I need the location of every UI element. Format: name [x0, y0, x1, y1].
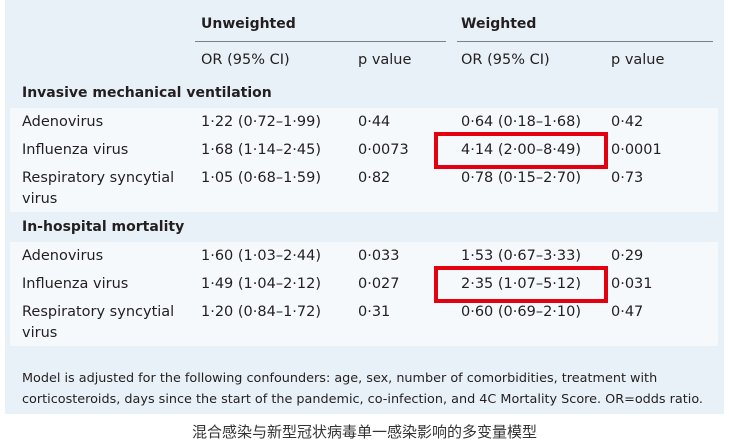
- cell-unweighted-p: 0·44: [358, 114, 391, 130]
- row-label: Respiratory syncytial virus: [22, 304, 175, 341]
- results-table: Unweighted Weighted OR (95% CI) p value …: [5, 0, 724, 414]
- cell-unweighted-p: 0·0073: [358, 142, 409, 158]
- unweighted-rule: [195, 41, 446, 42]
- section-body-ventilation: [10, 108, 718, 212]
- cell-weighted-p: 0·29: [611, 248, 644, 264]
- col-header-weighted-or: OR (95% CI): [461, 52, 550, 68]
- cell-unweighted-p: 0·033: [358, 248, 400, 264]
- section-title-ventilation: Invasive mechanical ventilation: [5, 78, 724, 108]
- table-footnote: Model is adjusted for the following conf…: [22, 371, 703, 407]
- cell-unweighted-p: 0·027: [358, 276, 400, 292]
- col-header-unweighted-or: OR (95% CI): [201, 52, 290, 68]
- weighted-header: Weighted: [461, 16, 537, 32]
- highlight-box-influenza-mortality: [434, 266, 608, 303]
- cell-unweighted-p: 0·31: [358, 304, 391, 320]
- cell-weighted-or: 1·53 (0·67–3·33): [461, 248, 582, 264]
- cell-weighted-p: 0·0001: [611, 142, 662, 158]
- section-body-mortality: [10, 242, 718, 346]
- col-header-unweighted-p: p value: [358, 52, 412, 68]
- cell-unweighted-or: 1·22 (0·72–1·99): [201, 114, 322, 130]
- cell-unweighted-or: 1·20 (0·84–1·72): [201, 304, 322, 320]
- row-label: Influenza virus: [22, 276, 129, 292]
- weighted-rule: [457, 41, 713, 42]
- cell-weighted-p: 0·42: [611, 114, 644, 130]
- cell-unweighted-or: 1·49 (1·04–2·12): [201, 276, 322, 292]
- cell-weighted-or: 0·78 (0·15–2·70): [461, 170, 582, 186]
- unweighted-header: Unweighted: [201, 16, 296, 32]
- row-label: Influenza virus: [22, 142, 129, 158]
- cell-weighted-p: 0·031: [611, 276, 653, 292]
- cell-unweighted-or: 1·05 (0·68–1·59): [201, 170, 322, 186]
- cell-weighted-p: 0·73: [611, 170, 644, 186]
- cell-weighted-or: 0·60 (0·69–2·10): [461, 304, 582, 320]
- row-label: Respiratory syncytial virus: [22, 170, 175, 207]
- cell-unweighted-or: 1·60 (1·03–2·44): [201, 248, 322, 264]
- cell-weighted-p: 0·47: [611, 304, 644, 320]
- figure-caption: 混合感染与新型冠状病毒单一感染影响的多变量模型: [191, 423, 537, 441]
- cell-weighted-or: 0·64 (0·18–1·68): [461, 114, 582, 130]
- row-label: Adenovirus: [22, 248, 104, 264]
- cell-weighted-or: 4·14 (2·00–8·49): [461, 142, 582, 158]
- cell-weighted-or: 2·35 (1·07–5·12): [461, 276, 582, 292]
- highlight-box-influenza-ventilation: [434, 132, 608, 169]
- cell-unweighted-or: 1·68 (1·14–2·45): [201, 142, 322, 158]
- col-header-weighted-p: p value: [611, 52, 665, 68]
- row-label: Adenovirus: [22, 114, 104, 130]
- cell-unweighted-p: 0·82: [358, 170, 391, 186]
- section-title-mortality: In-hospital mortality: [5, 212, 724, 242]
